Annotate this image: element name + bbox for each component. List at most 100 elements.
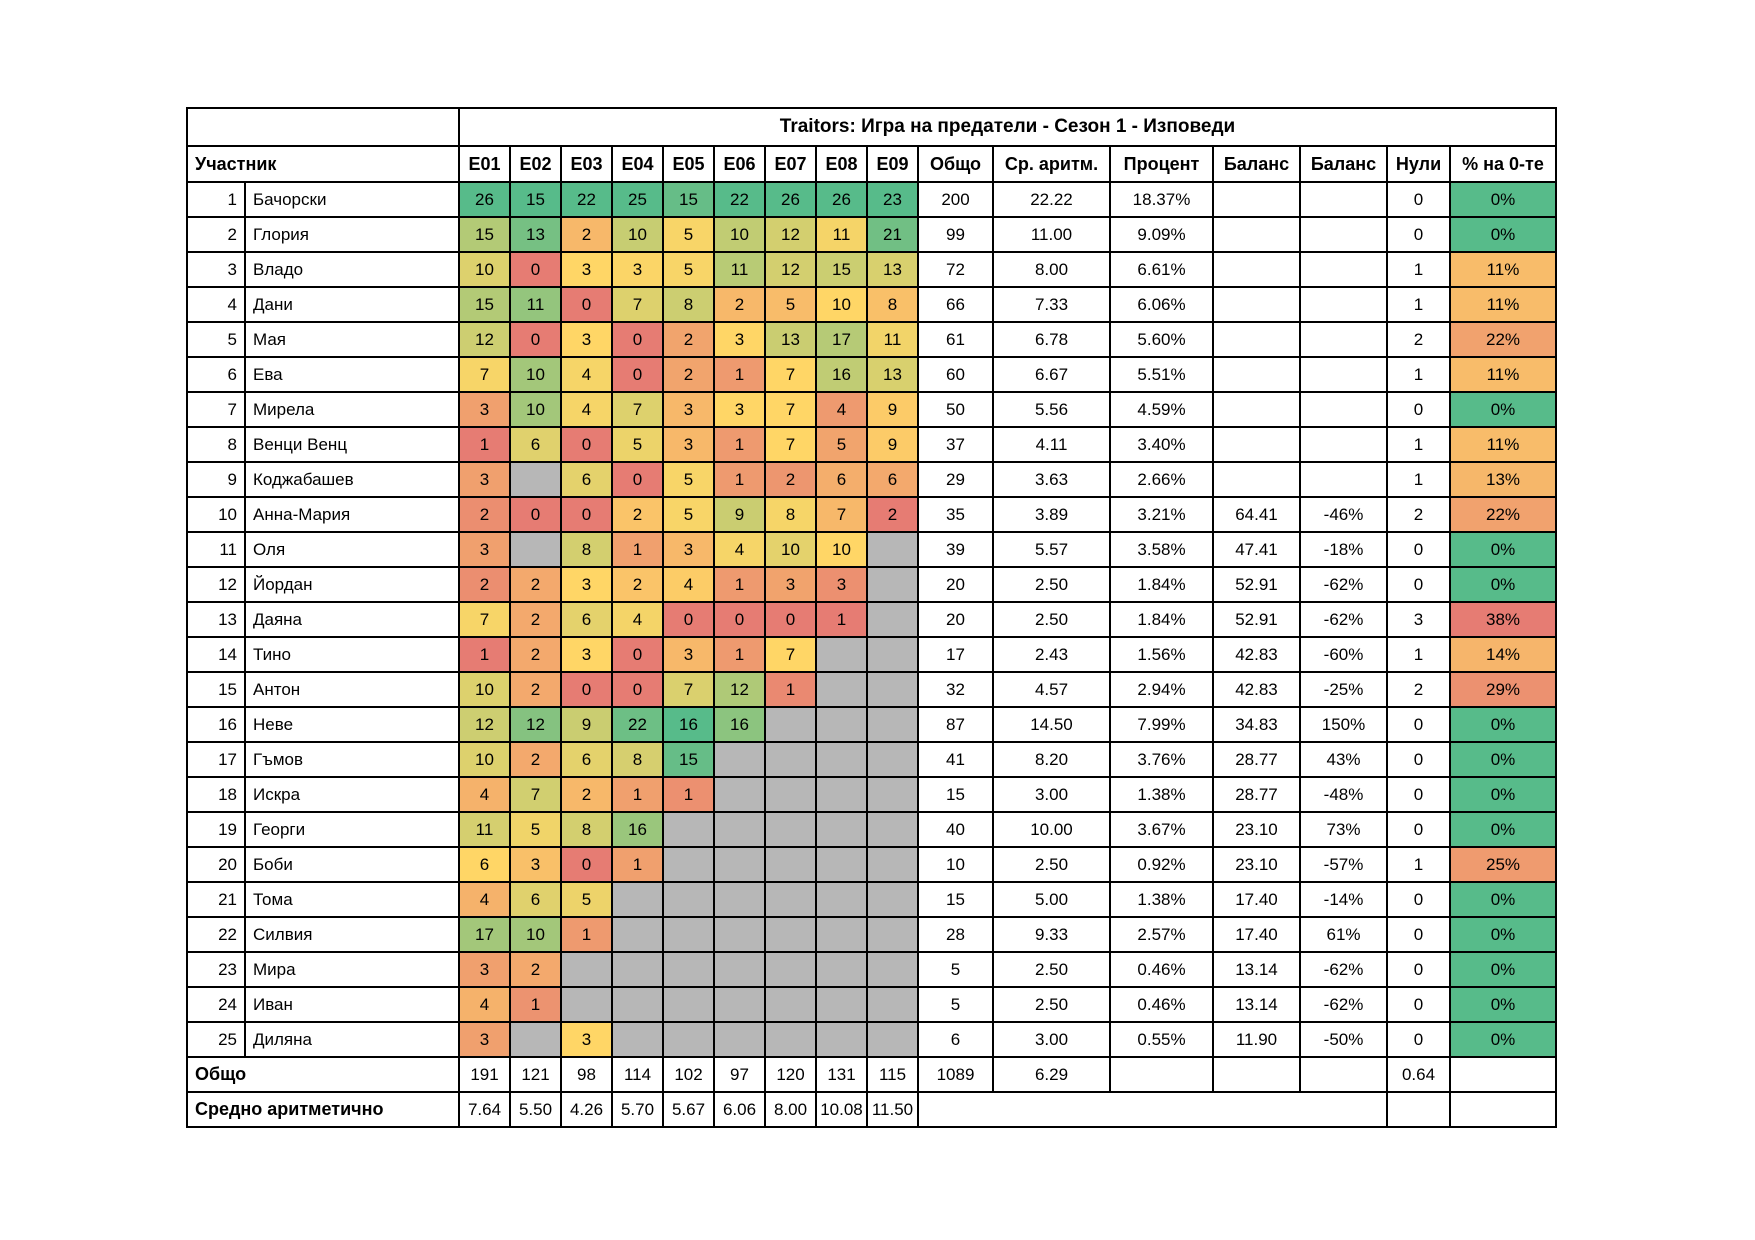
percent-cell: 6.61% xyxy=(1109,251,1214,288)
row-number: 21 xyxy=(186,881,246,918)
percent-cell: 6.06% xyxy=(1109,286,1214,323)
average-cell: 2.43 xyxy=(992,636,1111,673)
episode-cell: 12 xyxy=(458,321,511,358)
balance-2-cell: -50% xyxy=(1299,1021,1388,1058)
balance-2-cell: -48% xyxy=(1299,776,1388,813)
balance-1-cell xyxy=(1212,251,1301,288)
episode-cell xyxy=(866,531,919,568)
episode-average-cell: 5.50 xyxy=(509,1091,562,1128)
episode-cell: 1 xyxy=(764,671,817,708)
episode-cell xyxy=(662,916,715,953)
participant-name: Неве xyxy=(244,706,460,743)
participant-name: Владо xyxy=(244,251,460,288)
episode-cell: 17 xyxy=(458,916,511,953)
table-row: 2 Глория 15 13 2 10 5 10 12 11 21 99 11.00 9.09% 0 0% xyxy=(186,216,1557,253)
episode-total-cell: 97 xyxy=(713,1056,766,1093)
episode-cell: 1 xyxy=(662,776,715,813)
zeros-percent-cell: 0% xyxy=(1449,776,1557,813)
zeros-cell: 1 xyxy=(1386,461,1451,498)
percent-cell: 3.67% xyxy=(1109,811,1214,848)
episode-cell: 7 xyxy=(662,671,715,708)
balance-2-cell xyxy=(1299,216,1388,253)
total-cell: 5 xyxy=(917,951,994,988)
episode-cell: 22 xyxy=(713,181,766,218)
participant-name: Мира xyxy=(244,951,460,988)
balance-1-cell: 34.83 xyxy=(1212,706,1301,743)
episode-cell: 5 xyxy=(509,811,562,848)
episode-total-cell: 115 xyxy=(866,1056,919,1093)
participant-name: Мая xyxy=(244,321,460,358)
episode-cell xyxy=(713,846,766,883)
average-cell: 5.57 xyxy=(992,531,1111,568)
percent-cell: 0.46% xyxy=(1109,951,1214,988)
zeros-percent-cell: 0% xyxy=(1449,811,1557,848)
zeros-percent-cell: 0% xyxy=(1449,706,1557,743)
balance-1-cell: 13.14 xyxy=(1212,986,1301,1023)
balance-2-cell xyxy=(1299,181,1388,218)
episode-cell xyxy=(866,846,919,883)
row-number: 23 xyxy=(186,951,246,988)
table-row: 23 Мира 3 2 5 2.50 0.46% 13.14 -62% 0 0% xyxy=(186,951,1557,988)
episode-cell: 3 xyxy=(560,321,613,358)
episode-cell xyxy=(815,951,868,988)
grand-total-cell: 1089 xyxy=(917,1056,994,1093)
participant-name: Диляна xyxy=(244,1021,460,1058)
zeros-percent-cell: 22% xyxy=(1449,496,1557,533)
average-cell: 2.50 xyxy=(992,846,1111,883)
episode-cell xyxy=(815,881,868,918)
episode-cell xyxy=(815,636,868,673)
episode-cell: 2 xyxy=(611,566,664,603)
episode-cell xyxy=(764,706,817,743)
episode-cell: 16 xyxy=(662,706,715,743)
episode-cell: 3 xyxy=(509,846,562,883)
episode-cell: 5 xyxy=(662,216,715,253)
episode-cell: 10 xyxy=(764,531,817,568)
episode-average-cell: 10.08 xyxy=(815,1091,868,1128)
episode-cell: 9 xyxy=(866,426,919,463)
episode-cell: 10 xyxy=(458,251,511,288)
zeros-percent-cell: 0% xyxy=(1449,181,1557,218)
episode-cell xyxy=(611,986,664,1023)
balance-1-cell: 11.90 xyxy=(1212,1021,1301,1058)
episode-cell: 2 xyxy=(509,741,562,778)
average-cell: 9.33 xyxy=(992,916,1111,953)
zeros-percent-cell xyxy=(1449,1056,1557,1093)
total-cell: 17 xyxy=(917,636,994,673)
episode-cell: 7 xyxy=(764,426,817,463)
episode-cell: 3 xyxy=(560,251,613,288)
episode-cell: 11 xyxy=(815,216,868,253)
episode-cell: 1 xyxy=(815,601,868,638)
episode-cell xyxy=(866,986,919,1023)
episode-cell: 8 xyxy=(560,531,613,568)
episode-cell: 3 xyxy=(560,1021,613,1058)
col-header-balance-1: Баланс xyxy=(1212,145,1301,183)
table-row: 21 Тома 4 6 5 15 5.00 1.38% 17.40 -14% 0 0% xyxy=(186,881,1557,918)
episode-cell: 2 xyxy=(866,496,919,533)
zeros-percent-cell: 11% xyxy=(1449,426,1557,463)
episode-cell xyxy=(815,811,868,848)
episode-cell: 26 xyxy=(764,181,817,218)
zeros-cell: 0 xyxy=(1386,741,1451,778)
total-cell: 15 xyxy=(917,776,994,813)
episode-cell xyxy=(662,986,715,1023)
episode-cell xyxy=(764,1021,817,1058)
total-cell: 28 xyxy=(917,916,994,953)
episode-cell: 3 xyxy=(560,566,613,603)
row-number: 12 xyxy=(186,566,246,603)
episode-cell: 4 xyxy=(815,391,868,428)
zeros-cell: 0 xyxy=(1386,811,1451,848)
episode-cell: 8 xyxy=(611,741,664,778)
total-cell: 87 xyxy=(917,706,994,743)
episode-cell: 6 xyxy=(866,461,919,498)
episode-cell: 5 xyxy=(662,251,715,288)
zeros-percent-cell: 11% xyxy=(1449,356,1557,393)
episode-cell: 15 xyxy=(458,216,511,253)
episode-cell: 5 xyxy=(662,496,715,533)
average-cell: 2.50 xyxy=(992,986,1111,1023)
col-header-e06: E06 xyxy=(713,145,766,183)
episode-cell: 1 xyxy=(611,846,664,883)
episode-cell: 1 xyxy=(713,566,766,603)
total-cell: 20 xyxy=(917,566,994,603)
average-cell: 3.63 xyxy=(992,461,1111,498)
row-number: 4 xyxy=(186,286,246,323)
